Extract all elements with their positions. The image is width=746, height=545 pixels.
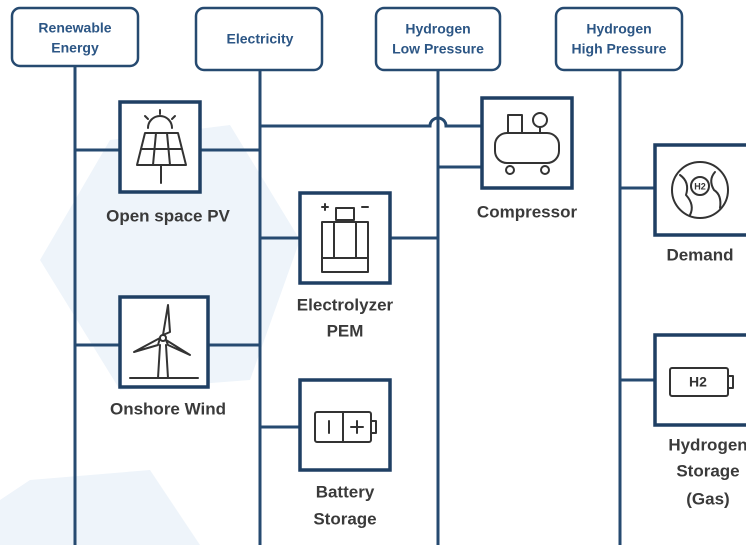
connectors [75, 116, 655, 429]
header-box [374, 6, 502, 72]
node-label: Open space PV [106, 206, 230, 225]
node-pv: Open space PV [106, 100, 231, 225]
header-text: Hydrogen [405, 21, 470, 37]
node-label: Hydrogen [668, 435, 746, 454]
demand-icon [671, 161, 729, 219]
node-label: Storage [313, 509, 376, 528]
header-box [194, 6, 324, 72]
node-demand: H2 Demand [653, 143, 746, 264]
bus-lines [73, 64, 622, 545]
node-h2-storage: H2 Hydrogen Storage (Gas) [653, 333, 746, 508]
h2-storage-icon [669, 367, 734, 397]
headers: Renewable Energy Electricity Hydrogen Lo… [10, 6, 684, 72]
header-text: Hydrogen [586, 21, 651, 37]
icon-text: H2 [689, 374, 707, 390]
header-box [554, 6, 684, 72]
node-compressor: Compressor [477, 96, 578, 221]
header-box [10, 6, 140, 68]
node-label: Compressor [477, 202, 578, 221]
node-electrolyzer: Electrolyzer PEM [297, 191, 394, 340]
node-label: Electrolyzer [297, 295, 394, 314]
header-text: Electricity [227, 31, 294, 47]
header-text: Energy [51, 40, 99, 56]
node-label: Onshore Wind [110, 399, 226, 418]
compressor-icon [494, 112, 560, 175]
node-battery: Battery Storage [298, 378, 392, 528]
icon-text: H2 [694, 181, 706, 191]
background-shapes [0, 125, 300, 545]
node-wind: Onshore Wind [110, 295, 226, 418]
wind-icon [129, 304, 199, 379]
electrolyzer-icon [321, 203, 369, 273]
node-label: Storage [676, 461, 739, 480]
battery-icon [314, 411, 377, 443]
node-label: Demand [666, 245, 733, 264]
header-text: High Pressure [572, 41, 667, 57]
node-label: Battery [316, 482, 375, 501]
node-label: (Gas) [686, 489, 729, 508]
header-text: Renewable [38, 20, 111, 36]
pv-icon [136, 109, 187, 184]
node-label: PEM [327, 321, 364, 340]
header-text: Low Pressure [392, 41, 484, 57]
